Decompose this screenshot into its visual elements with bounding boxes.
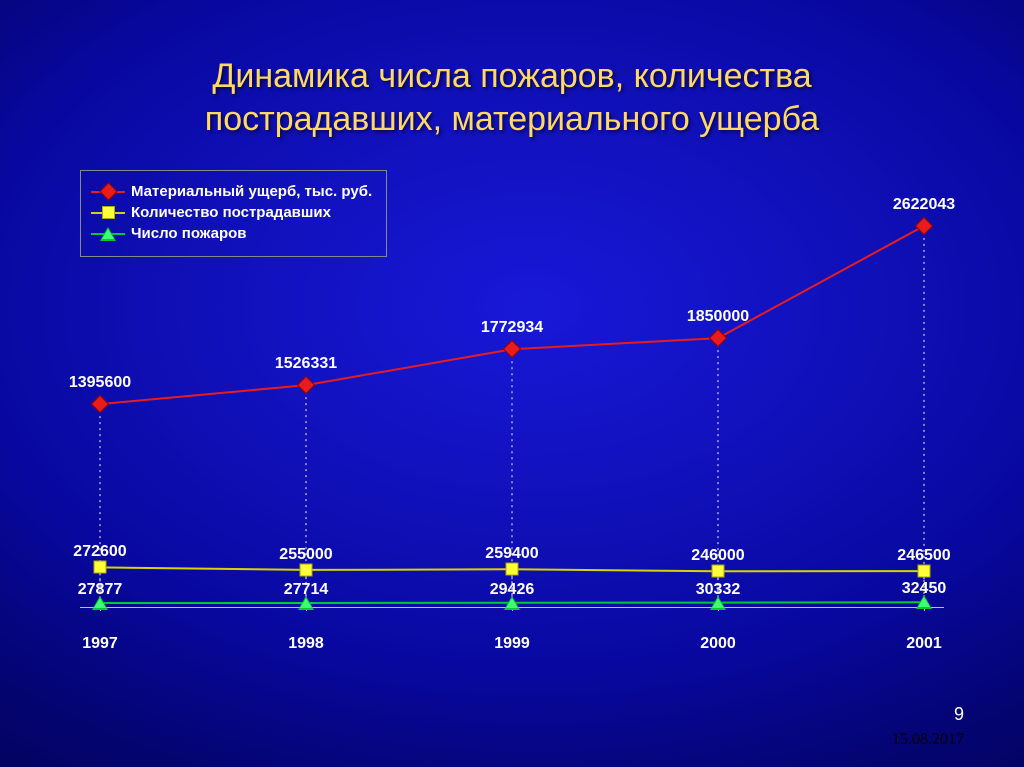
- data-label: 1850000: [687, 308, 749, 326]
- square-icon: [300, 563, 313, 576]
- series-line: [100, 226, 924, 404]
- data-label: 246500: [897, 547, 950, 565]
- page-number: 9: [954, 704, 964, 725]
- data-label: 2622043: [893, 196, 955, 214]
- chart-area: 1395600152633117729341850000262204327260…: [80, 190, 944, 677]
- square-icon: [506, 563, 519, 576]
- category-label: 1998: [288, 635, 324, 653]
- diamond-icon: [915, 217, 933, 235]
- data-label: 32450: [902, 580, 947, 598]
- slide-title: Динамика числа пожаров, количества постр…: [0, 55, 1024, 140]
- chart-marker: [300, 379, 313, 392]
- diamond-icon: [91, 395, 109, 413]
- data-label: 1526331: [275, 355, 337, 373]
- category-label: 1997: [82, 635, 118, 653]
- footer-date: 15.08.2017: [892, 731, 964, 749]
- chart-marker: [506, 563, 519, 576]
- category-label: 1999: [494, 635, 530, 653]
- chart-marker: [300, 563, 313, 576]
- chart-marker: [506, 343, 519, 356]
- diamond-icon: [503, 340, 521, 358]
- data-label: 27714: [284, 581, 329, 599]
- data-label: 255000: [279, 546, 332, 564]
- title-line-2: пострадавших, материального ущерба: [205, 100, 819, 138]
- square-icon: [94, 561, 107, 574]
- slide: Динамика числа пожаров, количества постр…: [0, 0, 1024, 767]
- data-label: 1772934: [481, 319, 543, 337]
- chart-marker: [94, 398, 107, 411]
- chart-marker: [94, 561, 107, 574]
- diamond-icon: [709, 329, 727, 347]
- data-label: 246000: [691, 547, 744, 565]
- category-label: 2000: [700, 635, 736, 653]
- data-label: 29426: [490, 581, 535, 599]
- title-line-1: Динамика числа пожаров, количества: [212, 57, 811, 95]
- category-label: 2001: [906, 635, 942, 653]
- square-icon: [712, 565, 725, 578]
- chart-marker: [918, 219, 931, 232]
- chart-marker: [918, 565, 931, 578]
- chart-marker: [712, 332, 725, 345]
- data-label: 272600: [73, 543, 126, 561]
- chart-marker: [712, 565, 725, 578]
- data-label: 30332: [696, 581, 741, 599]
- diamond-icon: [297, 376, 315, 394]
- data-label: 259400: [485, 545, 538, 563]
- data-label: 1395600: [69, 374, 131, 392]
- data-label: 27877: [78, 581, 123, 599]
- square-icon: [918, 565, 931, 578]
